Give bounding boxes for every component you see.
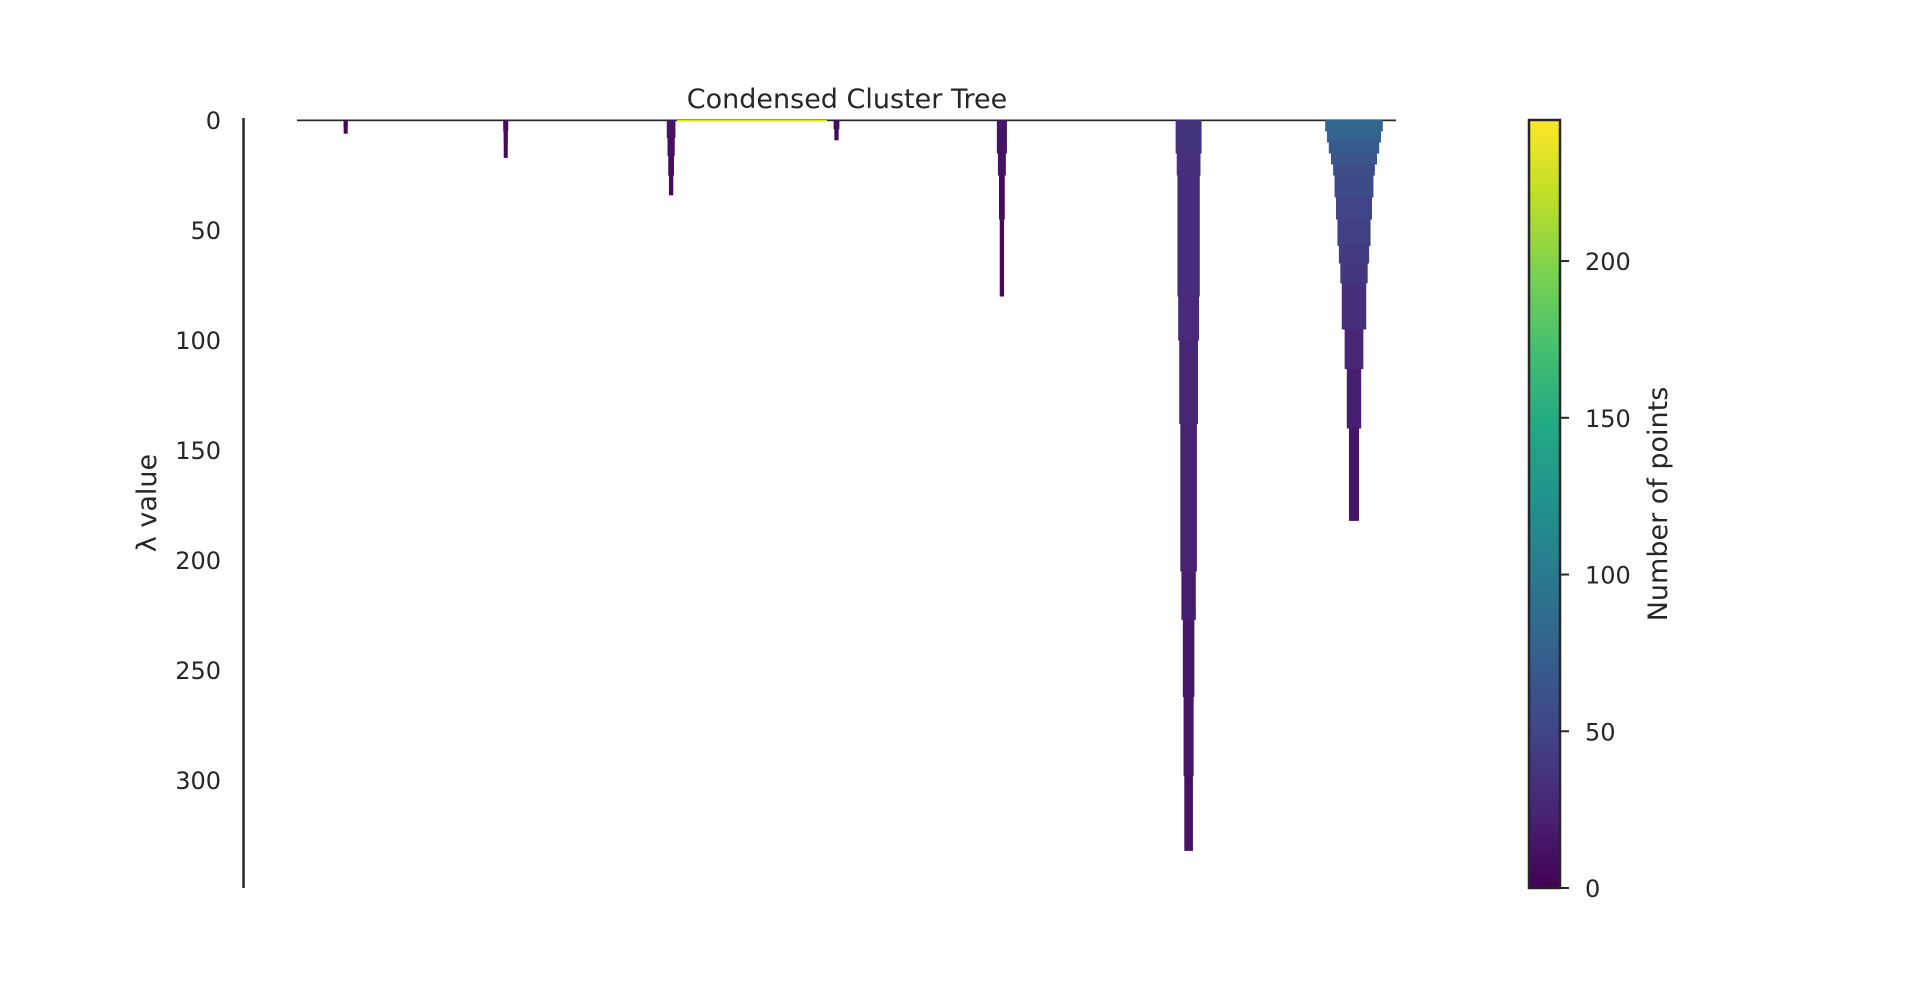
y-axis-label: λ value [132,454,163,552]
cluster-segment [503,142,508,158]
cluster-segment [997,153,1006,176]
cluster-segment [833,120,840,130]
cluster-segment [1175,120,1202,154]
cluster-segment [1340,263,1368,284]
cluster-segment [1177,175,1200,297]
cluster-segment [503,131,508,143]
cluster-segment [1348,428,1360,521]
y-tick-label: 250 [175,657,221,685]
colorbar-tick-label: 150 [1585,405,1631,433]
y-tick-label: 150 [175,437,221,465]
cluster-segment [1344,329,1364,370]
cluster-segment [1335,197,1372,220]
y-tick-label: 200 [175,547,221,575]
cluster-segment [666,120,676,139]
cluster-segment [343,120,348,128]
cluster-segment [1330,153,1378,165]
cluster-segment [668,155,674,176]
colorbar [1527,118,1562,890]
cluster-segment [1176,153,1201,176]
cluster-segment [1334,175,1374,198]
cluster-segment [1180,423,1197,572]
colorbar-tick-label: 50 [1585,718,1616,746]
colorbar-label: Number of points [1643,387,1674,622]
cluster-segment [1337,219,1371,246]
cluster-segment [1326,131,1381,143]
colorbar-tick-label: 200 [1585,248,1631,276]
chart-title: Condensed Cluster Tree [687,84,1007,115]
root-bar [297,119,1396,122]
colorbar-tick-label: 0 [1585,875,1600,903]
cluster-segment [1183,696,1194,777]
cluster-segment [1338,245,1370,264]
y-axis-ticks: 0 50 100 150 200 250 300 [175,107,221,795]
cluster-segment [1178,296,1200,341]
cluster-segment [1179,340,1198,425]
cluster-segment [1182,619,1195,697]
cluster-segment [668,175,674,196]
cluster-segment [1341,282,1367,330]
cluster-segment [1181,571,1196,620]
cluster-segment [999,175,1005,220]
y-tick-label: 50 [190,217,221,245]
root-bar-highlight [677,120,827,122]
cluster-segment [834,128,839,141]
cluster-segment [1346,368,1362,429]
cluster-segment [996,120,1007,154]
y-tick-label: 100 [175,327,221,355]
colorbar-ticks: 0 50 100 150 200 [1560,248,1631,903]
y-tick-label: 0 [206,107,221,135]
cluster-segment [343,126,348,134]
colorbar-tick-label: 100 [1585,562,1631,590]
y-tick-label: 300 [175,767,221,795]
cluster-segment [503,120,509,132]
cluster-segment [1184,775,1193,851]
cluster-segment [1333,164,1375,176]
cluster-segment [999,219,1005,297]
cluster-segment [1328,142,1380,154]
cluster-segment [1325,120,1383,132]
cluster-segment [667,137,675,156]
icicle-plot [297,119,1396,851]
